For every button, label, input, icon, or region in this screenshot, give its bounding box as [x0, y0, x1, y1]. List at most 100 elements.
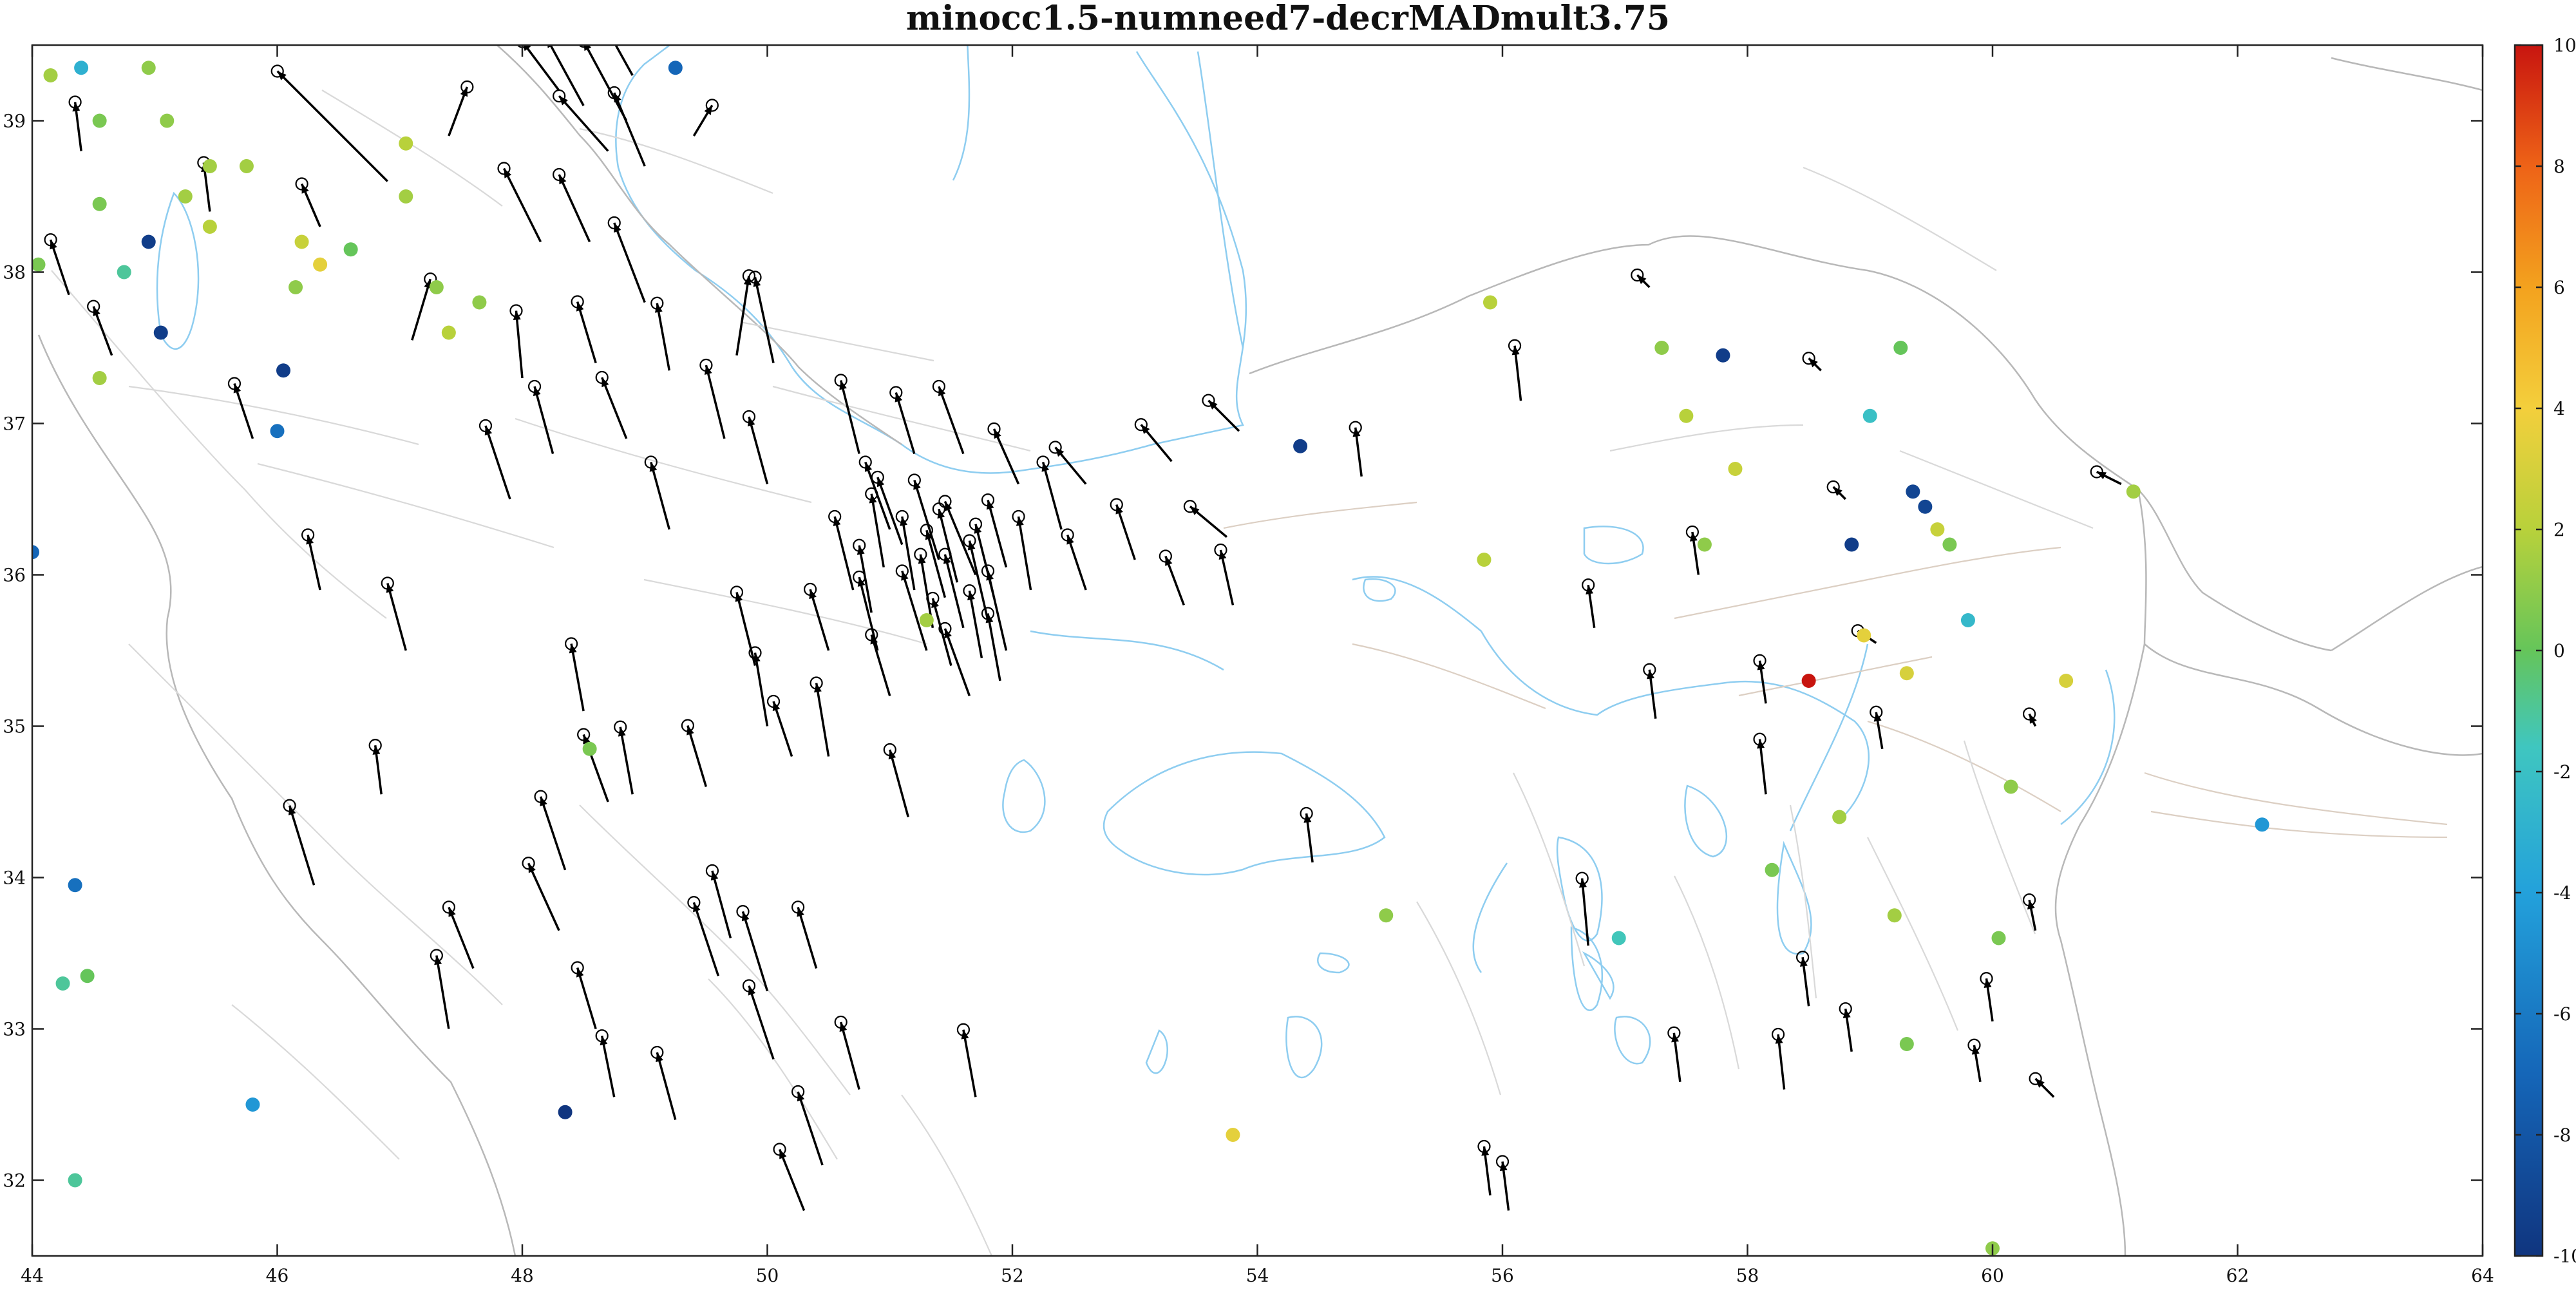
uncertainty-ellipse	[1753, 732, 1766, 746]
border-east	[2137, 57, 2483, 652]
uncertainty-ellipse	[1771, 1027, 1785, 1041]
uncertainty-ellipse	[736, 905, 750, 918]
station-point	[117, 265, 131, 280]
uncertainty-ellipse	[1012, 509, 1025, 524]
velocity-arrow	[650, 462, 670, 530]
velocity-arrow	[448, 906, 475, 969]
uncertainty-ellipse	[1753, 654, 1766, 667]
velocity-arrow	[968, 590, 983, 659]
x-tick-label: 48	[511, 1265, 534, 1286]
uncertainty-ellipse	[1495, 1155, 1510, 1168]
uncertainty-ellipse	[1802, 352, 1815, 365]
station-point	[74, 61, 89, 75]
uncertainty-ellipse	[522, 857, 535, 870]
velocity-arrow-head	[372, 745, 381, 755]
uncertainty-ellipse	[1980, 972, 1993, 985]
x-tick-label: 54	[1246, 1265, 1269, 1286]
y-tick-label: 38	[3, 262, 26, 283]
station-point	[202, 159, 217, 173]
colorbar-tick-label: 10	[2553, 35, 2576, 56]
uncertainty-ellipse	[87, 299, 100, 313]
x-tick-label: 60	[1981, 1265, 2004, 1286]
uncertainty-ellipse	[1631, 268, 1644, 282]
uncertainty-ellipse	[938, 547, 952, 561]
velocity-arrow	[815, 683, 830, 757]
velocity-arrow-head	[1586, 585, 1594, 594]
station-point	[582, 741, 597, 756]
velocity-arrow	[613, 222, 646, 303]
velocity-arrow-head	[1775, 1034, 1783, 1044]
velocity-arrow-head	[1352, 427, 1361, 437]
uncertainty-ellipse	[1508, 339, 1522, 352]
velocity-arrow	[411, 278, 431, 341]
velocity-arrow-head	[1799, 957, 1808, 967]
uncertainty-ellipse	[895, 509, 909, 524]
uncertainty-ellipse	[1575, 871, 1589, 885]
colorbar-tick-label: -4	[2553, 882, 2571, 904]
station-point	[92, 371, 107, 385]
uncertainty-ellipse	[227, 377, 242, 390]
velocity-arrow-head	[654, 303, 663, 313]
uncertainty-ellipse	[969, 517, 983, 531]
velocity-arrow	[943, 628, 971, 697]
velocity-arrow	[656, 303, 671, 371]
velocity-arrow	[974, 524, 996, 598]
uncertainty-ellipse	[810, 676, 823, 690]
velocity-arrow	[901, 570, 928, 651]
station-point	[1844, 537, 1859, 552]
lut-lakes	[1145, 526, 1812, 1079]
uncertainty-ellipse	[1110, 498, 1123, 511]
uncertainty-ellipse	[1159, 549, 1172, 563]
uncertainty-ellipse	[527, 379, 542, 394]
x-tick-label: 62	[2226, 1265, 2249, 1286]
station-point	[1862, 408, 1877, 423]
velocity-arrow	[987, 613, 1001, 681]
station-point	[294, 234, 309, 249]
station-point	[2126, 484, 2141, 499]
station-point	[160, 113, 175, 128]
uncertainty-ellipse	[368, 739, 382, 752]
station-point	[141, 61, 156, 75]
velocity-arrow-head	[743, 276, 752, 285]
uncertainty-ellipse	[938, 622, 952, 636]
velocity-arrow-head	[1578, 878, 1587, 888]
uncertainty-ellipse	[509, 304, 523, 318]
uncertainty-ellipse	[595, 370, 609, 385]
uncertainty-ellipse	[981, 493, 995, 507]
velocity-arrow	[1777, 1034, 1786, 1090]
uncertainty-ellipse	[571, 961, 584, 974]
velocity-arrow-head	[1689, 532, 1698, 542]
uncertainty-ellipse	[871, 470, 884, 484]
uncertainty-ellipse	[1839, 1002, 1852, 1016]
colorbar-tick-label: 8	[2553, 156, 2565, 177]
velocity-arrow	[435, 955, 450, 1029]
uncertainty-ellipse	[478, 419, 493, 433]
station-point	[1654, 341, 1669, 355]
uncertainty-ellipse	[283, 799, 296, 812]
station-point	[80, 969, 95, 983]
velocity-arrow-head	[961, 1029, 969, 1040]
velocity-arrow	[558, 95, 609, 152]
uncertainty-ellipse	[730, 585, 744, 599]
station-point	[32, 257, 46, 272]
y-tick-label: 39	[3, 111, 26, 132]
uncertainty-ellipse	[1061, 528, 1074, 542]
velocity-arrow	[276, 70, 388, 182]
axes-frame	[31, 44, 2484, 1257]
velocity-arrow-head	[1984, 978, 1992, 988]
velocity-arrow-head	[1647, 669, 1655, 679]
plot-area	[32, 45, 2269, 1256]
uncertainty-ellipse	[577, 728, 591, 741]
velocity-arrow	[753, 277, 775, 363]
velocity-arrow	[938, 508, 959, 583]
velocity-arrow	[1580, 878, 1589, 946]
station-point	[1930, 522, 1945, 537]
velocity-arrow-head	[434, 955, 442, 965]
velocity-arrow	[601, 377, 628, 439]
colorbar-tick-label: -10	[2553, 1246, 2576, 1267]
colorbar-ticks: -10 -8 -6 -4 -2 0 2 4 6 8 10	[2515, 35, 2576, 1267]
uncertainty-ellipse	[963, 534, 976, 547]
station-point	[270, 424, 285, 439]
uncertainty-ellipse	[858, 455, 872, 469]
station-point	[1293, 439, 1308, 453]
